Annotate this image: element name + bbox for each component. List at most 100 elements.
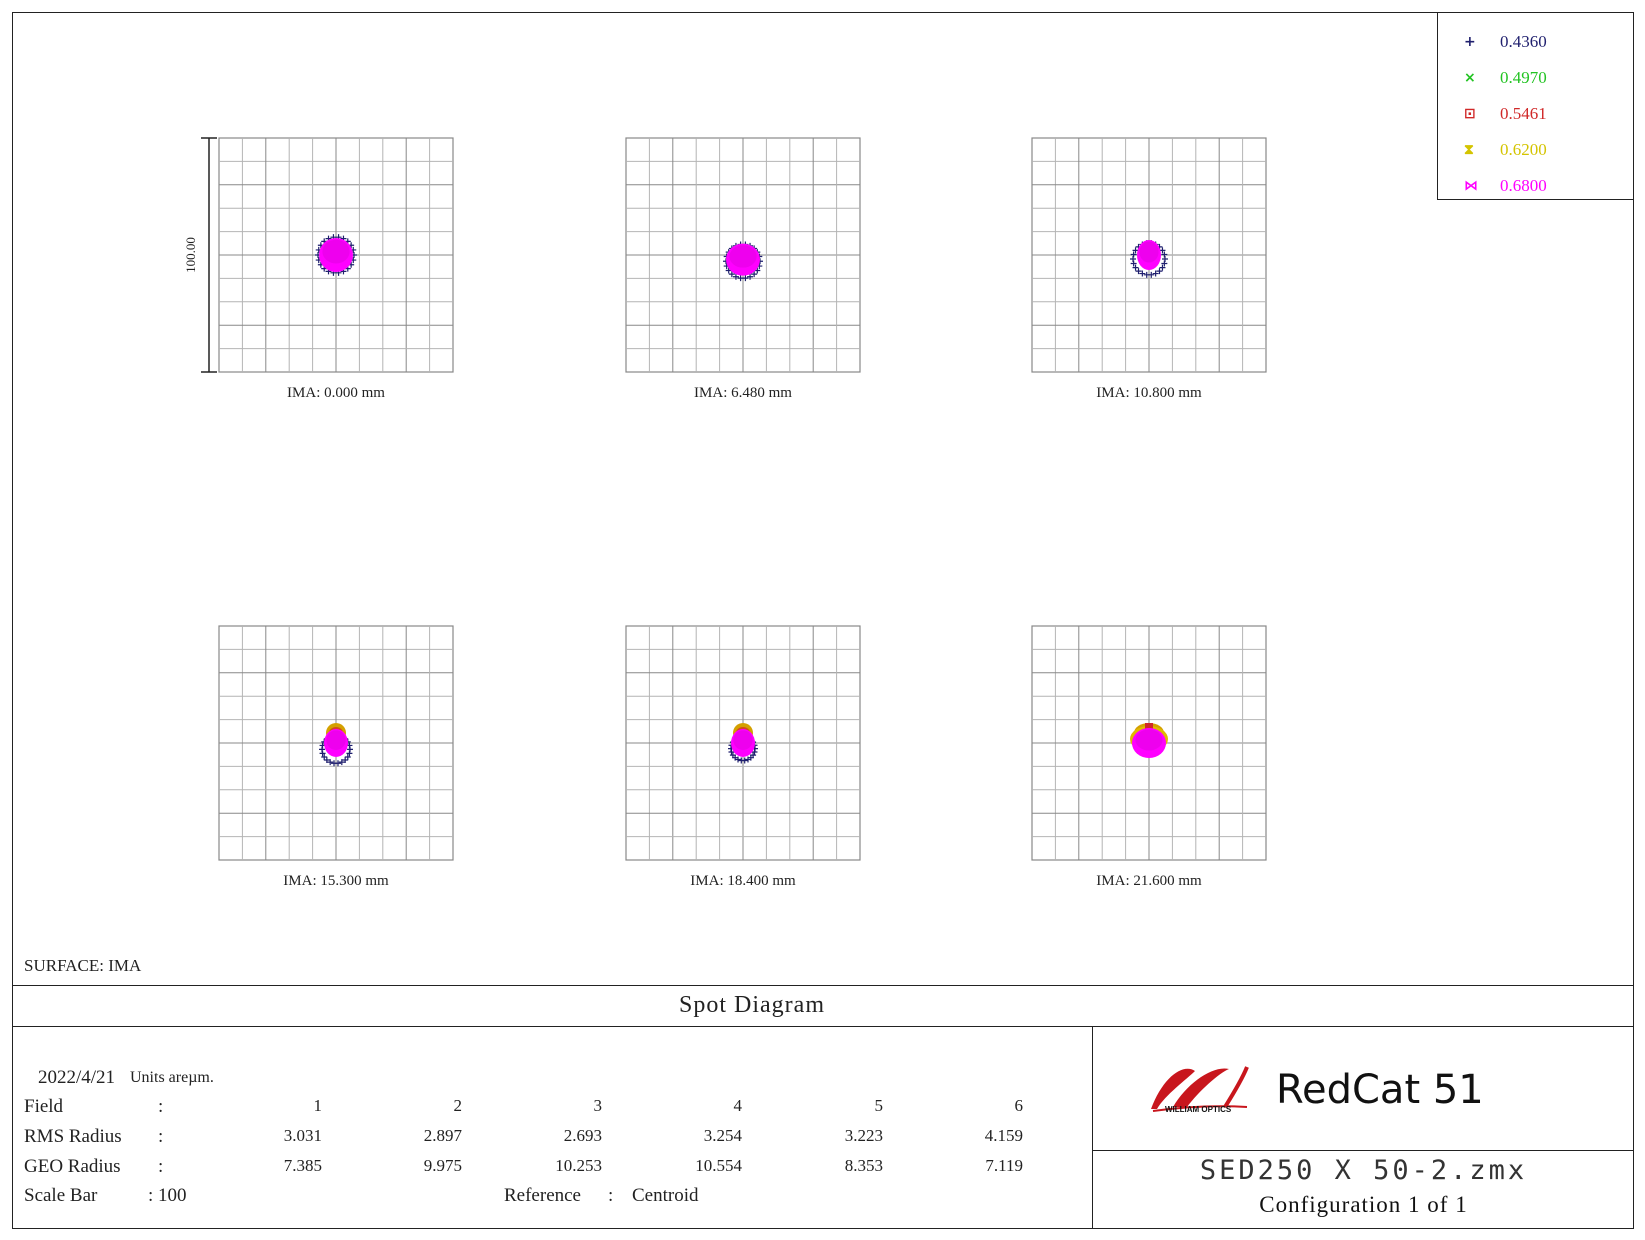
geo-values-cell: 7.385 [283, 1156, 322, 1175]
legend-marker-icon: × [1464, 70, 1476, 86]
field-label: IMA: 18.400 mm [690, 873, 796, 889]
spot-point [744, 756, 751, 763]
spot-point [342, 756, 349, 763]
legend-label: 0.4360 [1500, 32, 1547, 51]
field-colon: : [158, 1096, 164, 1117]
brand-top: WILLIAM OPTICS RedCat 51 [1093, 1027, 1634, 1151]
field-label: IMA: 10.800 mm [1096, 385, 1202, 401]
chart-title: Spot Diagram [679, 992, 825, 1018]
spot-point [732, 273, 739, 280]
logo-text: WILLIAM OPTICS [1165, 1105, 1232, 1114]
spot-point [1139, 270, 1146, 277]
william-optics-logo-icon [1151, 1066, 1249, 1112]
surface-label: SURFACE: IMA [24, 956, 142, 975]
spot-point [331, 760, 338, 767]
reference-value: Centroid [632, 1185, 699, 1206]
legend-entry: ⊡ 0.5461 [1438, 104, 1628, 128]
spot-point [737, 275, 744, 282]
date-text: 2022/4/21 [38, 1067, 116, 1088]
spot-point [326, 730, 346, 750]
field-numbers-cell: 2 [453, 1096, 463, 1115]
scale-bar-label: 100.00 [183, 237, 198, 273]
spot-point [729, 752, 736, 759]
spot-point [751, 271, 758, 278]
spot-point [1132, 264, 1139, 271]
field-label: IMA: 0.000 mm [287, 385, 385, 401]
spot-point [346, 750, 353, 757]
rms-label: RMS Radius [24, 1126, 122, 1147]
configuration-text: Configuration 1 of 1 [1259, 1192, 1468, 1217]
geo-label: GEO Radius [24, 1156, 121, 1177]
legend-marker-icon: ⧗ [1464, 142, 1474, 158]
spot-point [729, 245, 757, 268]
spot-point [751, 748, 758, 755]
rms-values-cell: 3.254 [703, 1126, 742, 1145]
spot-point [1152, 270, 1159, 277]
spot-point [1161, 251, 1168, 258]
geo-colon: : [158, 1156, 164, 1177]
legend-marker-icon: ⊡ [1464, 106, 1476, 122]
plot-frame [12, 12, 1634, 1229]
spot-point [747, 273, 754, 280]
spot-point [1130, 260, 1137, 267]
field-label: Field [24, 1096, 64, 1117]
legend-entry: × 0.4970 [1438, 68, 1628, 92]
spot-point [1161, 260, 1168, 267]
reference-colon: : [608, 1185, 614, 1206]
file-name: SED250 X 50-2.zmx [1199, 1155, 1528, 1186]
rms-values-cell: 2.693 [563, 1126, 602, 1145]
legend-label: 0.6200 [1500, 140, 1547, 159]
legend-marker-icon: + [1464, 34, 1476, 50]
geo-values-cell: 10.253 [555, 1156, 602, 1175]
spot-point [1139, 241, 1159, 263]
rms-values-cell: 3.223 [844, 1126, 883, 1145]
field-numbers-cell: 3 [593, 1096, 603, 1115]
legend-label: 0.6800 [1500, 176, 1547, 195]
geo-values-cell: 10.554 [695, 1156, 742, 1175]
field-label: IMA: 6.480 mm [694, 385, 792, 401]
field-numbers-cell: 5 [874, 1096, 884, 1115]
title-band: Spot Diagram [12, 985, 1634, 1027]
rms-values-cell: 2.897 [423, 1126, 462, 1145]
spot-point [1156, 268, 1163, 275]
geo-values-cell: 7.119 [985, 1156, 1023, 1175]
geo-values-cell: 9.975 [423, 1156, 462, 1175]
legend-label: 0.5461 [1500, 104, 1547, 123]
spot-point [733, 730, 753, 750]
legend-marker-icon: ⋈ [1464, 178, 1478, 194]
spot-point [327, 759, 334, 766]
spot-point [1162, 256, 1168, 262]
units-text: Units areµm. [130, 1069, 214, 1086]
geo-values-cell: 8.353 [844, 1156, 883, 1175]
field-numbers-cell: 1 [313, 1096, 323, 1115]
info-panel: 2022/4/21 Units areµm. Field : RMS Radiu… [12, 1027, 1092, 1229]
scale-label: Scale Bar [24, 1185, 98, 1206]
spot-point [1143, 271, 1150, 278]
spot-point [1135, 729, 1163, 751]
wavelength-legend: +0.4360 × 0.4970 ⊡ 0.5461 ⧗ 0.6200 ⋈ 0.6800 [1437, 12, 1634, 200]
spot-point [322, 239, 350, 264]
rms-values-cell: 3.031 [283, 1126, 322, 1145]
spot-point [728, 271, 735, 278]
spot-point [1132, 247, 1139, 254]
rms-colon: : [158, 1126, 164, 1147]
field-numbers-cell: 4 [733, 1096, 743, 1115]
spot-point [1135, 268, 1142, 275]
spot-point [1145, 723, 1153, 729]
spot-point [344, 753, 351, 760]
field-label: IMA: 15.300 mm [283, 873, 389, 889]
product-name: RedCat 51 [1276, 1067, 1484, 1113]
spot-point [1159, 247, 1166, 254]
field-label: IMA: 21.600 mm [1096, 873, 1202, 889]
legend-entry: +0.4360 [1438, 32, 1628, 56]
brand-block: WILLIAM OPTICS RedCat 51 SED250 X 50-2.z… [1092, 1027, 1634, 1229]
spot-point [1130, 256, 1136, 262]
scale-value: : 100 [148, 1185, 187, 1206]
spot-point [1159, 264, 1166, 271]
reference-label: Reference [504, 1185, 581, 1206]
spot-point [738, 757, 745, 764]
legend-label: 0.4970 [1500, 68, 1547, 87]
field-numbers-cell: 6 [1014, 1096, 1024, 1115]
spot-point [323, 756, 330, 763]
spot-diagram-plots: IMA: 0.000 mm IMA: 6.480 mm IMA: 10.800 mm… [183, 137, 1267, 889]
